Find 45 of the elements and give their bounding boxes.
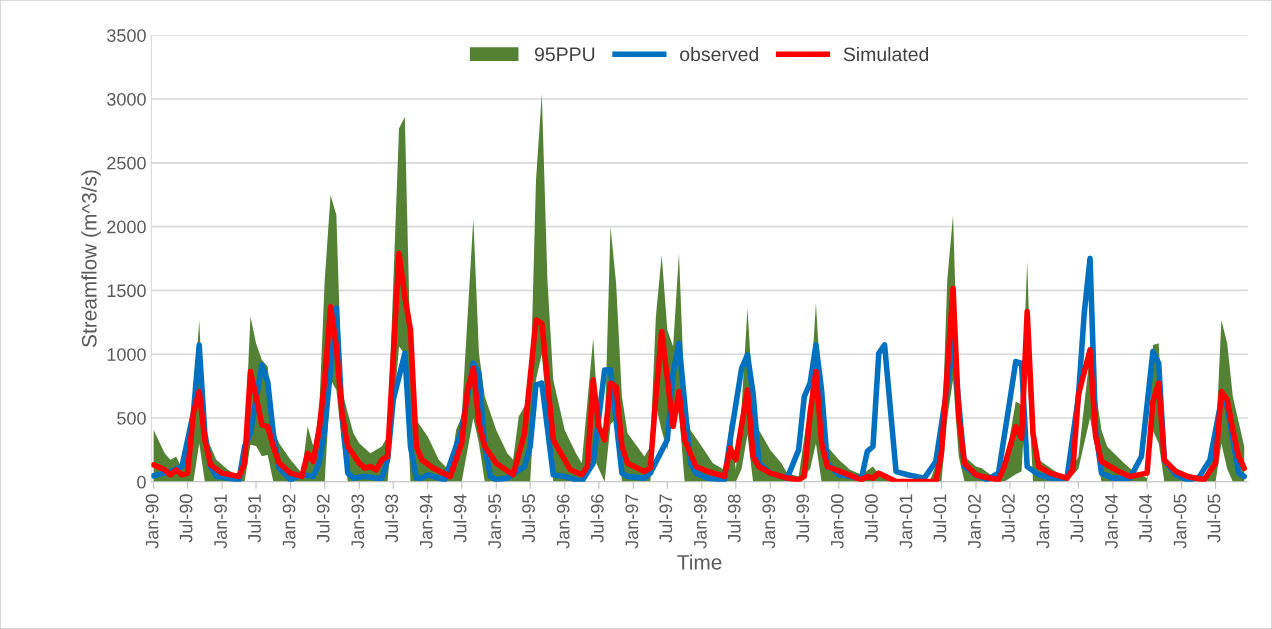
y-axis-title: Streamflow (m^3/s): [81, 170, 101, 347]
y-tick-label: 1500: [107, 284, 146, 298]
x-tick-label: Jan-03: [1036, 494, 1050, 549]
x-tick-label: Jul-96: [590, 494, 604, 543]
x-tick-label: Jan-91: [214, 494, 227, 549]
y-tick-label: 3000: [107, 92, 146, 106]
x-tick-label: Jul-04: [1138, 494, 1152, 543]
x-tick-label: Jul-94: [453, 494, 467, 543]
x-tick-label: Jan-90: [145, 494, 159, 549]
x-tick-label: Jul-98: [727, 494, 741, 543]
x-tick-label: Jan-95: [488, 494, 502, 549]
legend-label: 95PPU: [534, 47, 595, 62]
legend-label: Simulated: [843, 46, 929, 62]
x-tick-label: Jan-97: [625, 494, 639, 549]
x-tick-label: Jan-01: [899, 494, 913, 549]
x-tick-label: Jul-95: [521, 494, 536, 543]
x-tick-label: Jul-91: [247, 494, 261, 543]
x-tick-label: Jan-05: [1173, 494, 1187, 549]
x-tick-label: Jan-99: [762, 494, 776, 549]
x-tick-label: Jan-92: [282, 494, 296, 549]
x-tick-label: Jul-02: [1001, 494, 1015, 543]
x-tick-label: Jan-04: [1104, 494, 1118, 549]
x-tick-label: Jan-98: [693, 494, 707, 549]
x-tick-label: Jul-90: [179, 494, 193, 543]
x-axis-title: Time: [677, 554, 722, 570]
x-tick-label: Jul-92: [316, 494, 330, 543]
legend-label: observed: [680, 46, 758, 62]
y-tick-label: 500: [117, 411, 146, 425]
x-tick-label: Jan-93: [351, 494, 365, 549]
y-tick-label: 2000: [107, 220, 146, 234]
x-tick-label: Jan-02: [968, 494, 981, 549]
x-tick-label: Jan-96: [556, 494, 570, 549]
x-tick-label: Jan-94: [419, 494, 433, 549]
y-tick-label: 1000: [107, 348, 146, 361]
x-tick-label: Jan-00: [830, 494, 844, 549]
x-tick-label: Jul-93: [384, 494, 399, 543]
x-tick-label: Jul-99: [795, 494, 810, 543]
y-tick-label: 0: [137, 475, 146, 489]
x-tick-label: Jul-01: [933, 494, 947, 543]
x-tick-label: Jul-00: [864, 494, 878, 543]
x-tick-label: Jul-05: [1207, 494, 1221, 543]
x-tick-label: Jul-03: [1069, 494, 1084, 543]
x-tick-label: Jul-97: [658, 494, 673, 543]
y-tick-label: 3500: [107, 29, 146, 42]
y-tick-label: 2500: [107, 156, 146, 170]
